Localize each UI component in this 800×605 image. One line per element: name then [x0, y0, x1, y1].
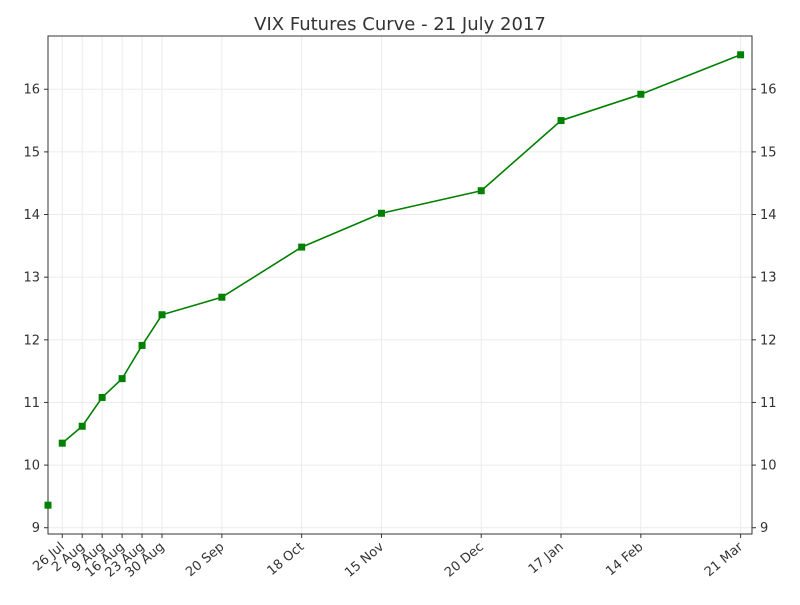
data-point — [298, 243, 306, 251]
series-layer — [44, 51, 745, 509]
data-point — [98, 393, 106, 401]
x-tick-label: 17 Jan — [526, 540, 567, 578]
data-point — [58, 439, 66, 447]
data-point — [637, 90, 645, 98]
x-tick-label: 21 Mar — [702, 539, 747, 580]
y-tick-label-right: 15 — [760, 145, 777, 160]
spot-point — [44, 501, 52, 509]
data-point — [78, 422, 86, 430]
x-tick-label: 20 Sep — [183, 540, 227, 581]
y-tick-label-right: 10 — [760, 459, 777, 474]
x-tick-label: 20 Dec — [442, 540, 487, 581]
data-point — [218, 293, 226, 301]
data-point — [158, 311, 166, 319]
y-tick-label-right: 14 — [760, 208, 777, 223]
y-tick-label-left: 16 — [23, 83, 40, 98]
data-point — [737, 51, 745, 59]
x-tick-label: 18 Oct — [265, 540, 308, 579]
data-point — [477, 187, 485, 195]
plot-frame — [47, 35, 753, 535]
chart-title: VIX Futures Curve - 21 July 2017 — [254, 14, 546, 35]
y-tick-label-right: 9 — [760, 521, 768, 536]
y-tick-label-left: 15 — [23, 145, 40, 160]
y-tick-label-right: 13 — [760, 271, 777, 286]
y-tick-label-right: 12 — [760, 333, 777, 348]
x-tick-label: 15 Nov — [342, 539, 387, 580]
grid — [48, 36, 752, 534]
data-point — [138, 341, 146, 349]
data-point — [118, 375, 126, 383]
series-line — [61, 54, 741, 444]
y-tick-label-left: 12 — [23, 333, 40, 348]
y-tick-label-right: 11 — [760, 396, 777, 411]
y-tick-label-right: 16 — [760, 83, 777, 98]
data-point — [557, 117, 565, 125]
x-tick-label: 14 Feb — [603, 540, 646, 580]
y-tick-label-left: 14 — [23, 208, 40, 223]
y-tick-label-left: 13 — [23, 271, 40, 286]
y-tick-label-left: 11 — [23, 396, 40, 411]
data-point — [377, 209, 385, 217]
y-tick-label-left: 9 — [32, 521, 40, 536]
y-tick-label-left: 10 — [23, 459, 40, 474]
